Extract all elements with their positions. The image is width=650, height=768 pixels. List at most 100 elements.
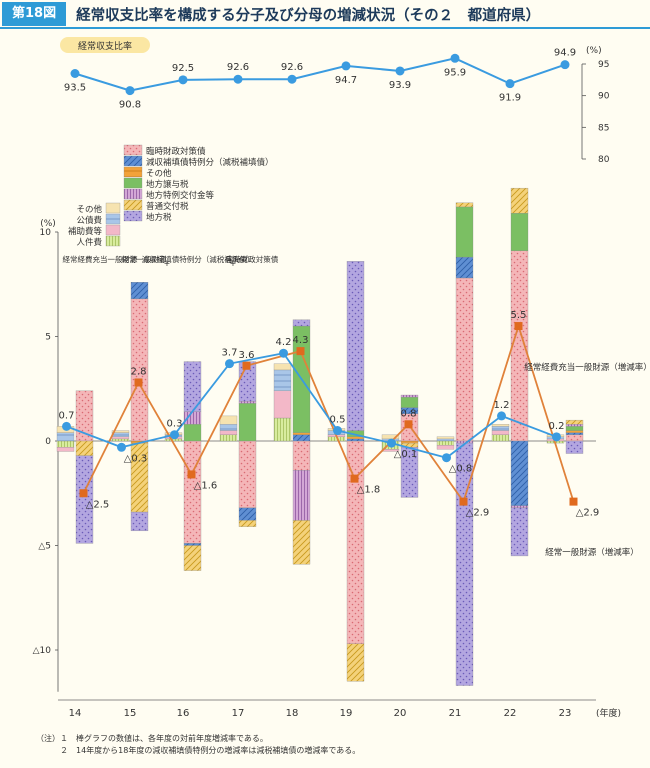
bar-segment — [183, 545, 202, 571]
bar-segment — [565, 424, 584, 427]
denominator-point — [134, 378, 143, 387]
bar-segment — [238, 401, 257, 404]
numerator-point-label: 4.2 — [276, 337, 292, 348]
bar-segment — [510, 213, 529, 251]
numerator-point — [387, 438, 396, 448]
top-axis-tick-label: 95 — [598, 60, 609, 70]
denominator-point — [404, 420, 413, 429]
legend-swatch — [123, 144, 143, 156]
legend-label: 減収補填債特例分（減税補填債） — [146, 157, 274, 168]
bar-segment — [400, 396, 419, 408]
bar-segment — [292, 432, 311, 435]
y-axis-tick-label: 10 — [40, 228, 52, 238]
x-tick-label: 17 — [232, 708, 245, 719]
legend-label: 普通交付税 — [146, 201, 189, 212]
denominator-point-label: 2.8 — [131, 366, 147, 377]
bar-segment — [436, 445, 455, 450]
bar-segment — [455, 202, 474, 208]
bar-segment — [56, 432, 75, 442]
legend-swatch — [105, 213, 121, 225]
bar-segment — [436, 438, 455, 442]
bar-segment — [238, 403, 257, 442]
x-axis-suffix: (年度) — [596, 707, 621, 719]
bar-segment — [183, 543, 202, 546]
x-tick-label: 16 — [177, 708, 190, 719]
denominator-point-label: △2.5 — [86, 499, 110, 510]
legend-label: 臨時財政対策債 — [146, 146, 206, 157]
numerator-point — [497, 411, 506, 421]
numerator-point-label: △0.8 — [449, 464, 473, 475]
y-axis-tick-label: 0 — [45, 437, 51, 447]
legend-swatch — [105, 202, 121, 214]
legend-swatch — [105, 224, 121, 236]
x-tick-label: 14 — [69, 708, 82, 719]
numerator-line — [66, 352, 557, 459]
bar-segment — [292, 520, 311, 565]
bar-segment — [111, 436, 130, 440]
bar-segment — [219, 415, 238, 425]
y-axis-tick-label: △10 — [33, 646, 52, 656]
top-point — [233, 74, 243, 84]
bar-segment — [455, 277, 474, 442]
bar-segment — [75, 440, 94, 456]
bar-segment — [75, 455, 94, 544]
numerator-point — [442, 453, 451, 463]
numerator-point — [279, 348, 288, 358]
bar-segment — [273, 369, 292, 391]
bar-segment — [565, 432, 584, 435]
denominator-point-label: △2.9 — [576, 508, 600, 519]
y-axis-tick-label: 5 — [45, 333, 51, 343]
bar-segment — [111, 438, 130, 442]
legend-label: その他 — [76, 204, 102, 215]
bar-segment — [565, 419, 584, 425]
bar-segment — [292, 319, 311, 327]
top-legend-label: 経常収支比率 — [78, 40, 132, 52]
top-point — [505, 79, 515, 89]
denominator-point — [187, 470, 196, 479]
bar-segment — [56, 440, 75, 448]
legend-swatch — [123, 177, 143, 189]
bar-segment — [56, 447, 75, 452]
denominator-point — [242, 361, 251, 370]
top-axis-tick-label: 90 — [598, 92, 610, 102]
x-tick-label: 22 — [504, 708, 517, 719]
bar-segment — [455, 256, 474, 279]
legend-label: 地方特例交付金等 — [146, 190, 215, 201]
top-point-label: 90.8 — [119, 100, 141, 111]
bar-segment — [219, 424, 238, 431]
bar-segment — [565, 430, 584, 433]
figure-title: 経常収支比率を構成する分子及び分母の増減状況（その２ 都道府県） — [76, 7, 541, 24]
top-point — [560, 60, 570, 70]
denominator-annotation: 経常一般財源（増減率） — [545, 547, 639, 558]
denominator-point — [459, 497, 468, 506]
numerator-point — [170, 430, 179, 440]
numerator-point — [225, 359, 234, 369]
bar-segment — [346, 438, 365, 442]
bar-segment — [565, 434, 584, 442]
numerator-point-label: 0.3 — [167, 419, 183, 430]
bar-segment — [183, 440, 202, 544]
x-tick-label: 20 — [394, 708, 407, 719]
denominator-point-label: 3.6 — [239, 350, 255, 361]
top-series-line — [74, 57, 566, 92]
legend-label: 地方譲与税 — [146, 179, 189, 190]
bar-segment — [400, 440, 419, 444]
legend-swatch — [123, 199, 143, 211]
figure-header: 第18図 経常収支比率を構成する分子及び分母の増減状況（その２ 都道府県） — [0, 0, 650, 29]
numerator-point-label: △0.1 — [394, 449, 418, 460]
top-point-label: 92.6 — [281, 62, 303, 73]
numerator-point — [117, 442, 126, 452]
y-axis-unit: (%) — [40, 219, 56, 229]
bar-segment — [238, 440, 257, 509]
legend-swatch — [123, 166, 143, 178]
bar-segment — [565, 440, 584, 454]
figure-number: 第18図 — [2, 2, 67, 26]
bar-segment — [130, 511, 149, 532]
bar-segment — [111, 430, 130, 433]
x-tick-label: 18 — [286, 708, 299, 719]
bar-segment — [238, 507, 257, 521]
top-point-label: 94.7 — [335, 75, 357, 86]
header-rule — [0, 27, 650, 29]
legend-label: その他 — [146, 168, 172, 179]
bar-segment — [273, 390, 292, 419]
